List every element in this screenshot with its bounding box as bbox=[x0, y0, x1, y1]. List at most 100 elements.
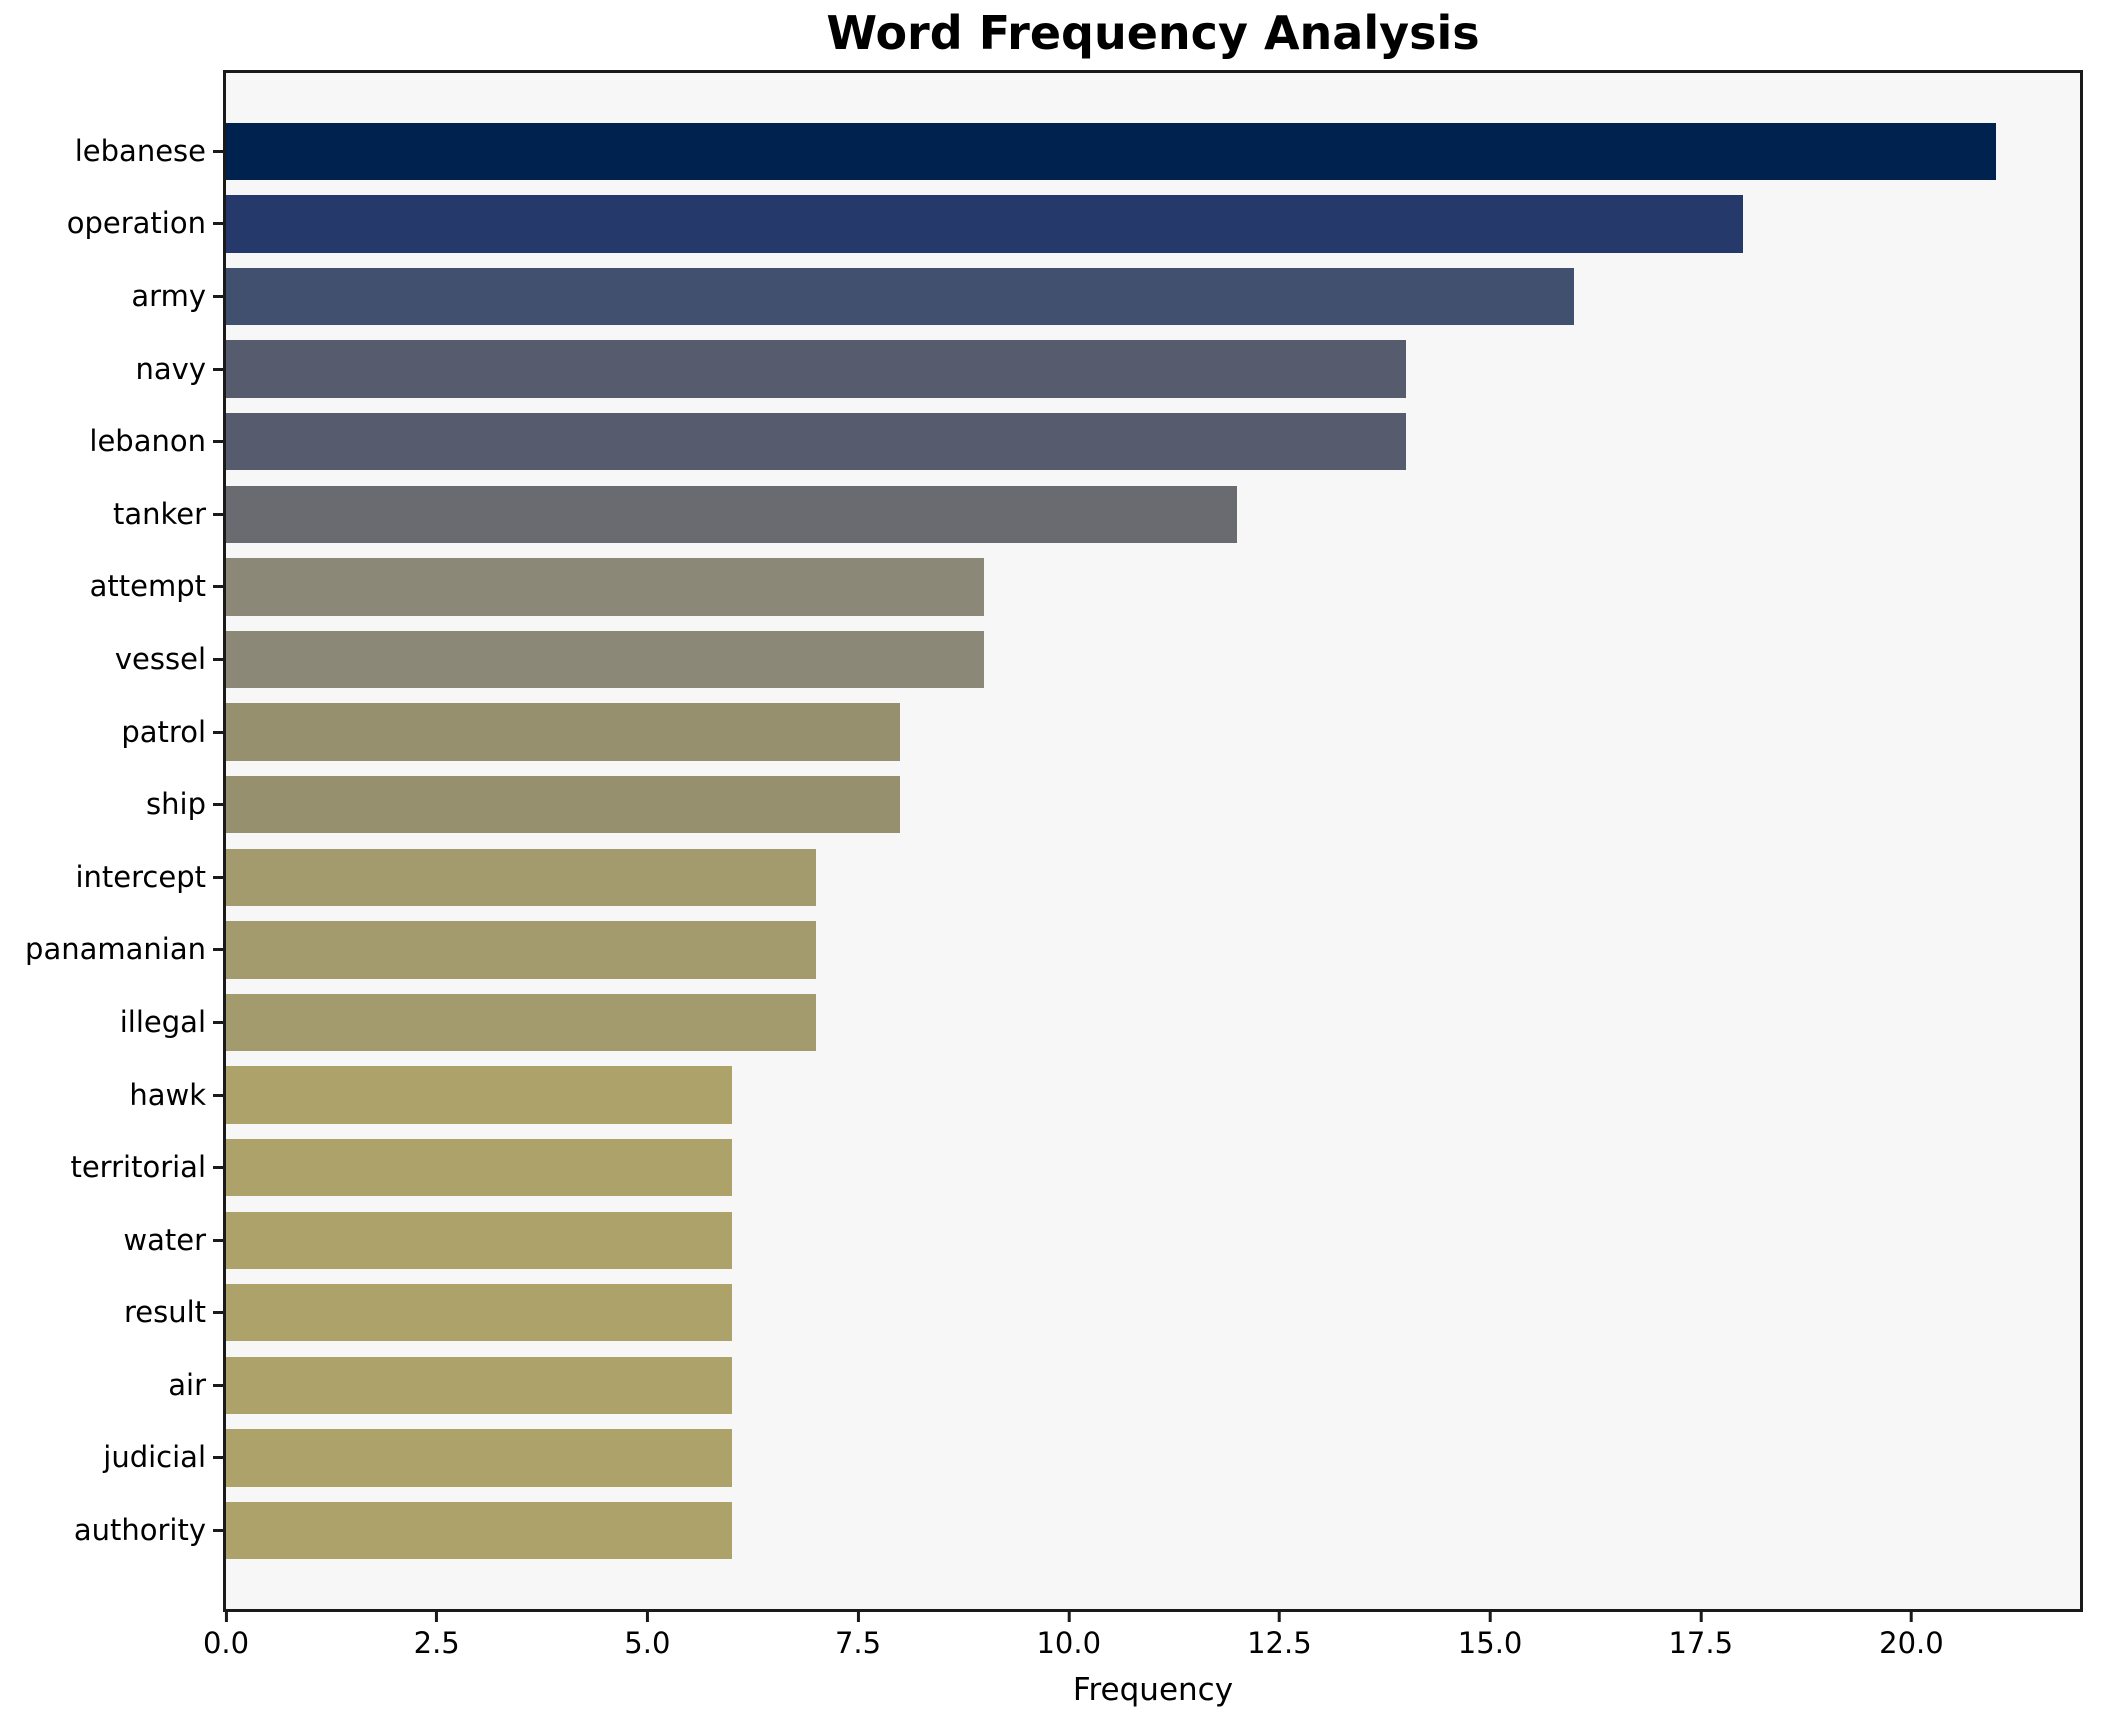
y-tick: judicial bbox=[0, 1422, 223, 1495]
y-tick-mark bbox=[213, 657, 223, 661]
x-tick-mark bbox=[1488, 1612, 1492, 1622]
x-tick: 7.5 bbox=[835, 1612, 881, 1658]
y-tick: result bbox=[0, 1277, 223, 1350]
chart-title: Word Frequency Analysis bbox=[826, 6, 1480, 60]
bar-air bbox=[226, 1356, 732, 1415]
y-tick: air bbox=[0, 1349, 223, 1422]
y-tick-mark bbox=[213, 440, 223, 444]
y-tick-label: operation bbox=[66, 206, 206, 241]
bar-row bbox=[226, 478, 2080, 551]
x-tick-mark bbox=[435, 1612, 439, 1622]
y-tick-label: lebanese bbox=[74, 133, 206, 168]
x-tick: 2.5 bbox=[414, 1612, 460, 1658]
bar-tanker bbox=[226, 485, 1238, 543]
bar-row bbox=[226, 188, 2080, 261]
y-tick: intercept bbox=[0, 841, 223, 914]
bar-authority bbox=[226, 1501, 732, 1560]
bar-row bbox=[226, 333, 2080, 406]
y-tick-label: ship bbox=[146, 787, 206, 822]
y-tick: territorial bbox=[0, 1131, 223, 1204]
bar-intercept bbox=[226, 848, 816, 906]
y-tick: ship bbox=[0, 768, 223, 841]
y-tick: vessel bbox=[0, 623, 223, 696]
y-tick-mark bbox=[213, 1238, 223, 1242]
y-tick-label: army bbox=[131, 278, 206, 313]
y-tick-label: territorial bbox=[70, 1150, 206, 1185]
y-tick-mark bbox=[213, 1166, 223, 1170]
x-tick: 5.0 bbox=[624, 1612, 670, 1658]
x-tick-label: 10.0 bbox=[1036, 1626, 1102, 1660]
x-tick-mark bbox=[1277, 1612, 1281, 1622]
y-tick-mark bbox=[213, 367, 223, 371]
x-tick-label: 0.0 bbox=[202, 1626, 250, 1660]
bar-territorial bbox=[226, 1138, 732, 1197]
bar-operation bbox=[226, 195, 1743, 253]
plot-area bbox=[223, 70, 2083, 1612]
y-tick-mark bbox=[213, 149, 223, 153]
y-tick: tanker bbox=[0, 478, 223, 551]
bar-row bbox=[226, 1204, 2080, 1277]
x-tick-label: 2.5 bbox=[413, 1626, 460, 1660]
x-tick: 10.0 bbox=[1036, 1612, 1101, 1658]
y-tick-label: attempt bbox=[89, 569, 206, 604]
y-tick-mark bbox=[213, 585, 223, 589]
x-tick-label: 20.0 bbox=[1879, 1626, 1944, 1660]
y-tick-label: authority bbox=[73, 1513, 206, 1548]
y-tick-mark bbox=[213, 730, 223, 734]
bar-row bbox=[226, 841, 2080, 914]
x-tick-mark bbox=[1909, 1612, 1913, 1622]
y-tick-label: hawk bbox=[129, 1077, 206, 1112]
x-axis: 0.0 2.5 5.0 7.5 10.0 12.5 15.0 17.5 20.0 bbox=[203, 1612, 2080, 1672]
y-tick: attempt bbox=[0, 551, 223, 624]
y-tick-mark bbox=[213, 1383, 223, 1387]
y-tick-label: patrol bbox=[121, 714, 206, 749]
x-tick-mark bbox=[645, 1612, 649, 1622]
x-tick: 17.5 bbox=[1668, 1612, 1733, 1658]
y-tick: lebanese bbox=[0, 115, 223, 188]
bar-row bbox=[226, 1349, 2080, 1422]
y-tick: operation bbox=[0, 188, 223, 261]
y-tick-mark bbox=[213, 1529, 223, 1533]
y-tick-mark bbox=[213, 1093, 223, 1097]
y-tick-mark bbox=[213, 512, 223, 516]
x-tick: 12.5 bbox=[1247, 1612, 1312, 1658]
bar-vessel bbox=[226, 630, 985, 689]
y-tick: water bbox=[0, 1204, 223, 1277]
x-tick-mark bbox=[224, 1612, 228, 1622]
bar-row bbox=[226, 696, 2080, 769]
bar-row bbox=[226, 914, 2080, 987]
x-tick-label: 15.0 bbox=[1457, 1626, 1523, 1660]
bar-row bbox=[226, 1059, 2080, 1132]
y-tick-mark bbox=[213, 803, 223, 807]
bar-water bbox=[226, 1211, 732, 1269]
y-tick-label: air bbox=[168, 1367, 206, 1402]
bar-judicial bbox=[226, 1429, 732, 1487]
y-tick-label: intercept bbox=[75, 859, 207, 894]
y-tick-label: result bbox=[123, 1295, 206, 1330]
bar-row bbox=[226, 405, 2080, 478]
y-tick-label: judicial bbox=[103, 1440, 206, 1475]
bars-container bbox=[226, 115, 2080, 1567]
bar-hawk bbox=[226, 1066, 732, 1124]
bar-row bbox=[226, 1277, 2080, 1350]
bar-row bbox=[226, 986, 2080, 1059]
x-tick-label: 12.5 bbox=[1247, 1626, 1312, 1660]
y-tick: lebanon bbox=[0, 405, 223, 478]
y-tick-mark bbox=[213, 294, 223, 298]
y-tick: navy bbox=[0, 333, 223, 406]
bar-army bbox=[226, 267, 1575, 326]
bar-lebanon bbox=[226, 413, 1406, 471]
x-tick: 20.0 bbox=[1879, 1612, 1944, 1658]
bar-ship bbox=[226, 775, 901, 834]
bar-row bbox=[226, 260, 2080, 333]
x-tick-mark bbox=[1699, 1612, 1703, 1622]
y-tick: army bbox=[0, 260, 223, 333]
y-tick: illegal bbox=[0, 986, 223, 1059]
x-tick-label: 17.5 bbox=[1668, 1626, 1734, 1660]
bar-row bbox=[226, 1131, 2080, 1204]
bar-attempt bbox=[226, 558, 985, 616]
x-tick: 15.0 bbox=[1457, 1612, 1523, 1660]
y-axis: lebanese operation army navy lebanon tanker at… bbox=[0, 115, 223, 1567]
y-tick-label: panamanian bbox=[25, 932, 206, 967]
